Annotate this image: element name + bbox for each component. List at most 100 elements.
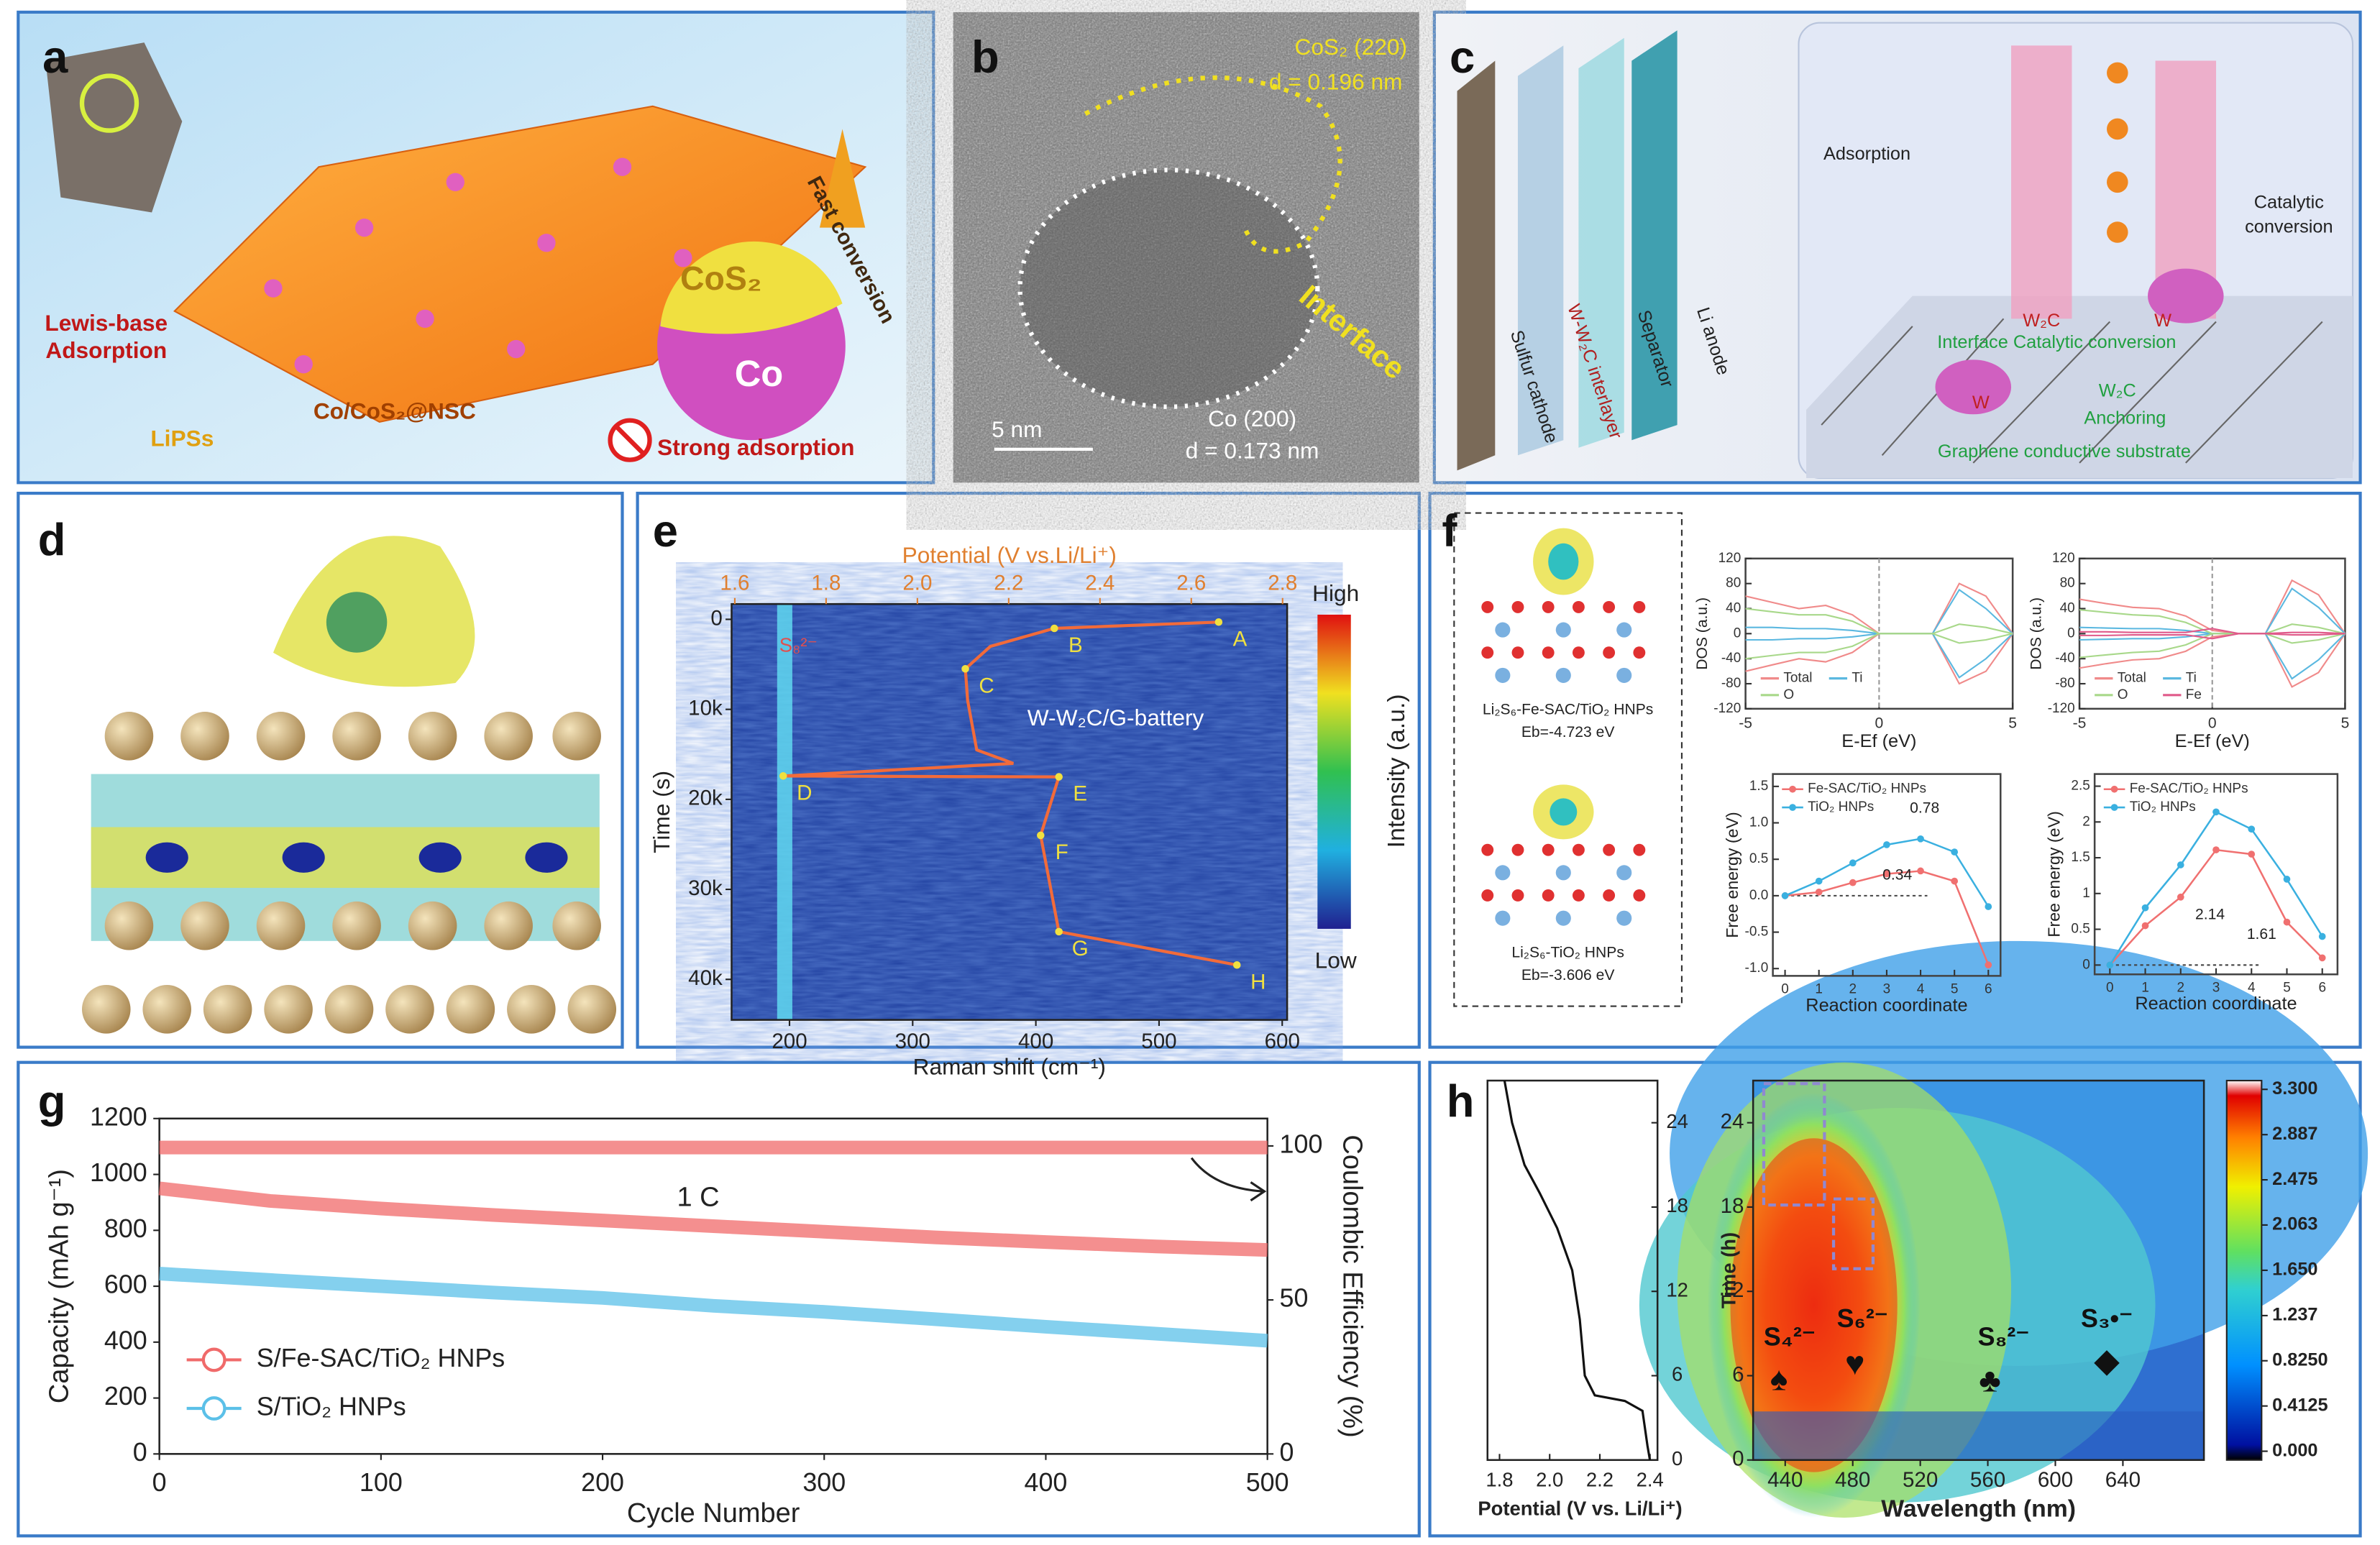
y-tick-label: 20k xyxy=(688,787,723,810)
x-tick-label: 300 xyxy=(802,1468,846,1497)
data-point xyxy=(1815,888,1823,896)
x-tick-label: 1 xyxy=(1815,981,1823,996)
colorbar-tick-label: 0.8250 xyxy=(2272,1349,2328,1370)
image-text: W xyxy=(1972,393,1990,413)
y-tick-label: 0 xyxy=(1734,625,1741,641)
y-tick-label: 18 xyxy=(1666,1194,1688,1216)
image-text: conversion xyxy=(2245,216,2333,237)
y-tick-label: 0 xyxy=(1280,1438,1294,1467)
colorbar-tick-label: 1.237 xyxy=(2272,1305,2317,1325)
y-tick-label: 80 xyxy=(2060,576,2075,591)
legend-label: TiO₂ HNPs xyxy=(1808,799,1874,815)
panel-label: h xyxy=(1447,1077,1475,1127)
panel-label: b xyxy=(971,32,999,83)
x-tick-label: 2 xyxy=(1849,981,1857,996)
colorbar-tick-label: 2.475 xyxy=(2272,1169,2317,1189)
y2-axis-label: Coulombic Efficiency (%) xyxy=(1337,1134,1368,1437)
data-point xyxy=(2177,893,2184,901)
x-tick-label: 3 xyxy=(1883,981,1891,996)
species-label: S₈²⁻ xyxy=(1978,1322,2030,1351)
data-point xyxy=(2283,918,2291,926)
arrow xyxy=(1190,1157,1263,1193)
point-label: C xyxy=(979,674,994,697)
y-tick-label: 30k xyxy=(688,876,723,900)
colorbar-tick-label: 3.300 xyxy=(2272,1078,2317,1099)
y-tick-label: 18 xyxy=(1721,1194,1744,1218)
y-tick-label: -80 xyxy=(2055,676,2074,691)
point-label: H xyxy=(1250,970,1265,994)
y-tick-label: -80 xyxy=(1721,676,1741,691)
y-axis-label: DOS (a.u.) xyxy=(2028,597,2044,670)
charts: 0 100 200 300 400 500020040060080010001200050… xyxy=(44,542,2349,1528)
x-tick-label: 2.2 xyxy=(1586,1469,1614,1491)
svg-text:♠: ♠ xyxy=(1770,1360,1788,1397)
y-tick-label: 6 xyxy=(1672,1363,1683,1385)
panel-label: f xyxy=(1442,506,1457,556)
data-point xyxy=(1951,848,1959,856)
data-point xyxy=(1055,773,1063,781)
species-label: S₄²⁻ xyxy=(1764,1322,1816,1351)
point-label: G xyxy=(1072,937,1089,961)
data-point xyxy=(2248,851,2256,858)
data-point xyxy=(1985,961,1992,969)
data-point xyxy=(1232,961,1241,969)
data-line xyxy=(2079,633,2346,688)
data-line xyxy=(1745,633,2013,660)
x-tick-label: 1 xyxy=(2141,980,2149,995)
x-tick-label: 6 xyxy=(1985,981,1992,996)
data-point xyxy=(1849,859,1857,867)
annotation: S₈²⁻ xyxy=(779,634,818,656)
x-tick-label: 4 xyxy=(2248,980,2256,995)
y-axis-label: Free energy (eV) xyxy=(1723,812,1741,938)
arrow-head xyxy=(1250,1181,1267,1202)
species-label: S₃•⁻ xyxy=(2081,1304,2133,1333)
image-text: Anchoring xyxy=(2084,408,2166,428)
x-axis-label: E-Ef (eV) xyxy=(1841,731,1916,751)
image-text: W₂C xyxy=(2099,380,2136,400)
legend-label: O xyxy=(1783,687,1794,702)
y-tick-label: 800 xyxy=(104,1214,147,1243)
colorbar-tick-label: 2.063 xyxy=(2272,1214,2317,1234)
point-label: E xyxy=(1073,782,1087,806)
panel-label: e xyxy=(653,506,678,556)
x-axis-label: Reaction coordinate xyxy=(1805,995,1967,1015)
image-text: Co xyxy=(735,353,784,394)
data-line xyxy=(159,1267,1268,1348)
image-text: Eb=-4.723 eV xyxy=(1521,724,1615,741)
x-axis-label: Potential (V vs. Li/Li⁺) xyxy=(1478,1498,1682,1520)
data-point xyxy=(779,772,787,780)
x-tick-label: 520 xyxy=(1903,1468,1938,1492)
x-tick-label: -5 xyxy=(1739,715,1752,732)
y-tick-label: 12 xyxy=(1721,1278,1744,1302)
x-tick-label: 500 xyxy=(1246,1468,1289,1497)
y-tick-label: -1.0 xyxy=(1745,961,1769,976)
y-tick-label: 0 xyxy=(2067,625,2075,641)
legend-label: Fe xyxy=(2186,687,2202,702)
x-axis-label: Reaction coordinate xyxy=(2135,994,2297,1014)
annotation: 2.14 xyxy=(2195,907,2225,923)
data-point xyxy=(1781,892,1789,899)
y-tick-label: 2.5 xyxy=(2071,779,2090,794)
panel-label: g xyxy=(38,1077,66,1127)
species-label: S₆²⁻ xyxy=(1837,1304,1888,1333)
panel-label: d xyxy=(38,515,66,565)
y-tick-label: 80 xyxy=(1726,576,1741,591)
x-tick-label: -5 xyxy=(2073,715,2087,732)
colorbar-tick-label: 1.650 xyxy=(2272,1260,2317,1280)
x-tick-label: 400 xyxy=(1025,1468,1068,1497)
data-point xyxy=(1917,867,1924,875)
y-tick-label: 40 xyxy=(1726,601,1741,616)
panel-label: c xyxy=(1450,32,1475,83)
data-point xyxy=(1214,618,1223,626)
legend-label: O xyxy=(2118,687,2128,702)
image-text: d = 0.173 nm xyxy=(1186,437,1319,463)
x-tick-label: 1.6 xyxy=(720,572,749,595)
point-label: D xyxy=(797,781,812,804)
x-tick-label: 1.8 xyxy=(1486,1469,1513,1491)
panel-h-heatmap: ♠ ♥ ♣ ◆ xyxy=(1639,940,2368,1518)
data-point xyxy=(1055,927,1063,936)
x-tick-label: 3 xyxy=(2212,980,2220,995)
panel-e-heatmap xyxy=(731,604,1351,1020)
y-tick-label: 400 xyxy=(104,1326,147,1354)
data-point xyxy=(2212,846,2220,853)
